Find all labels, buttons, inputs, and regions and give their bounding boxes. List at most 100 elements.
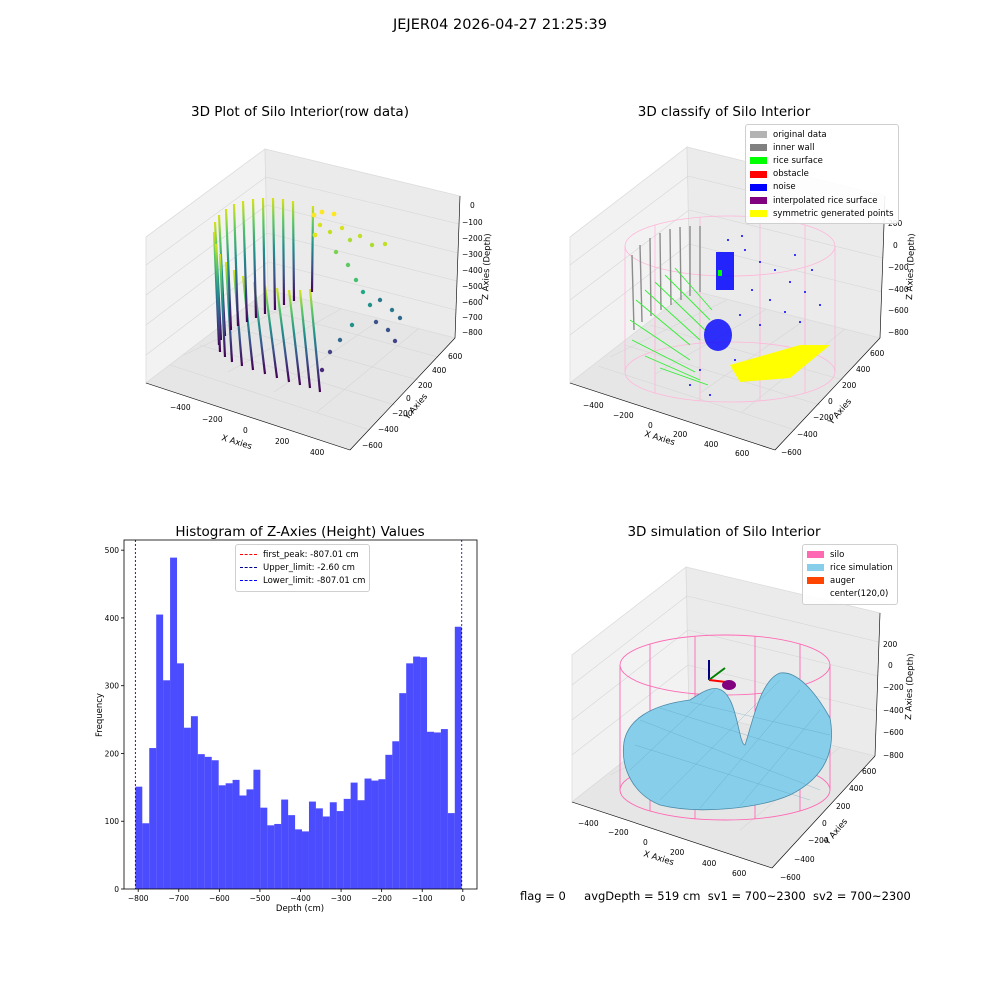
histogram-bar bbox=[357, 800, 365, 889]
histogram-bar bbox=[274, 823, 282, 889]
histogram-y-label: Frequency bbox=[95, 693, 105, 737]
classify-legend-item: symmetric generated points bbox=[750, 207, 894, 220]
classify-legend-item: obstacle bbox=[750, 168, 894, 181]
legend-label: inner wall bbox=[773, 142, 815, 153]
legend-swatch bbox=[807, 551, 824, 559]
x-tick-label: 0 bbox=[460, 894, 465, 903]
simulation-legend: silo rice simulation auger center(120,0) bbox=[802, 544, 898, 605]
sv2-text: sv2 = 700~2300 bbox=[812, 889, 911, 903]
legend-label: original data bbox=[773, 129, 827, 140]
sv1-text: sv1 = 700~2300 bbox=[707, 889, 806, 903]
raw-x-tick-2: 0 bbox=[243, 426, 248, 435]
histogram-bar bbox=[232, 779, 240, 889]
raw-z-tick-5: −500 bbox=[462, 282, 483, 291]
histogram-bar bbox=[197, 754, 205, 889]
histogram-bar bbox=[447, 813, 455, 889]
legend-label: obstacle bbox=[773, 169, 809, 180]
raw-z-label: Z Axies (Depth) bbox=[481, 233, 493, 300]
raw-z-tick-6: −600 bbox=[462, 298, 483, 307]
histogram-bar bbox=[170, 557, 178, 889]
simulation-3d-axes: −400 −200 0 200 400 600 X Axies −600 −40… bbox=[571, 566, 916, 882]
legend-swatch bbox=[750, 157, 767, 165]
classify-legend: original data inner wall rice surface ob… bbox=[745, 124, 899, 225]
histogram-bar bbox=[343, 798, 351, 889]
flag-text: flag = 0 bbox=[520, 889, 566, 903]
simulation-legend-item: rice simulation bbox=[807, 561, 893, 574]
legend-label: rice simulation bbox=[830, 562, 893, 573]
simulation-legend-item: silo bbox=[807, 548, 893, 561]
classify-noise-points bbox=[689, 235, 821, 396]
histogram-bar bbox=[288, 815, 296, 889]
histogram-title: Histogram of Z-Axies (Height) Values bbox=[175, 524, 425, 540]
simulation-z-label: Z Axies (Depth) bbox=[904, 653, 916, 720]
classify-legend-item: inner wall bbox=[750, 141, 894, 154]
raw-scatter-points bbox=[311, 209, 403, 373]
legend-line bbox=[240, 554, 257, 556]
histogram-bar bbox=[177, 663, 184, 889]
histogram-bar bbox=[204, 756, 212, 889]
histogram-bar bbox=[156, 614, 164, 889]
figure-title: JEJER04 2026-04-27 21:25:39 bbox=[392, 17, 607, 33]
simulation-z-tick-2: −200 bbox=[883, 683, 904, 692]
histogram-bar bbox=[440, 729, 448, 889]
raw-z-tick-3: −300 bbox=[462, 250, 483, 259]
simulation-z-tick-0: 200 bbox=[883, 640, 898, 649]
raw-z-tick-2: −200 bbox=[462, 234, 483, 243]
histogram-bar bbox=[420, 657, 428, 889]
legend-swatch bbox=[750, 170, 767, 178]
classify-y-tick-3: 0 bbox=[828, 397, 833, 406]
histogram-bar bbox=[413, 656, 421, 889]
status-footer: flag = 0 avgDepth = 519 cm sv1 = 700~230… bbox=[520, 889, 911, 903]
raw-y-tick-6: 600 bbox=[448, 352, 463, 361]
legend-swatch bbox=[750, 144, 767, 152]
classify-z-tick-2: −200 bbox=[888, 263, 909, 272]
legend-swatch bbox=[807, 564, 824, 572]
histogram-legend-item: first_peak: -807.01 cm bbox=[240, 548, 365, 561]
classify-rice-marker bbox=[718, 270, 722, 276]
histogram-bar bbox=[454, 626, 462, 889]
raw-z-tick-1: −100 bbox=[462, 218, 483, 227]
simulation-y-tick-2: −200 bbox=[808, 836, 829, 845]
classify-x-tick-3: 200 bbox=[673, 430, 688, 439]
classify-legend-item: noise bbox=[750, 181, 894, 194]
y-tick-label: 300 bbox=[105, 682, 120, 691]
histogram-bar bbox=[225, 783, 233, 889]
classify-x-tick-0: −400 bbox=[583, 401, 604, 410]
histogram-bar bbox=[253, 769, 261, 889]
raw-y-tick-3: 0 bbox=[406, 394, 411, 403]
y-tick-label: 200 bbox=[105, 749, 120, 758]
x-tick-label: −200 bbox=[371, 894, 392, 903]
histogram-legend: first_peak: -807.01 cm Upper_limit: -2.6… bbox=[235, 544, 371, 592]
x-tick-label: −100 bbox=[412, 894, 433, 903]
classify-y-tick-0: −600 bbox=[781, 448, 802, 457]
x-tick-label: −600 bbox=[209, 894, 230, 903]
classify-x-tick-2: 0 bbox=[648, 421, 653, 430]
histogram-bar bbox=[260, 807, 268, 889]
histogram-bar bbox=[385, 754, 393, 889]
histogram-bar bbox=[308, 801, 316, 889]
legend-label: interpolated rice surface bbox=[773, 195, 878, 206]
simulation-x-tick-5: 600 bbox=[732, 869, 747, 878]
histogram-axes: −800 −700 −600 −500 −400 −300 −200 −100 0 0 100 20… bbox=[95, 539, 478, 914]
classify-rice-surface bbox=[629, 267, 713, 386]
raw-z-tick-7: −700 bbox=[462, 313, 483, 322]
raw-wall-columns bbox=[212, 197, 322, 393]
x-tick-label: −700 bbox=[168, 894, 189, 903]
simulation-z-tick-1: 0 bbox=[888, 661, 893, 670]
classify-inner-wall bbox=[631, 226, 701, 331]
raw-y-tick-5: 400 bbox=[432, 366, 447, 375]
histogram-bar bbox=[135, 786, 143, 889]
raw-x-tick-3: 200 bbox=[275, 437, 290, 446]
simulation-legend-item: center(120,0) bbox=[807, 588, 893, 601]
y-tick-label: 500 bbox=[105, 546, 120, 555]
histogram-bar bbox=[218, 785, 226, 889]
raw-y-tick-2: −200 bbox=[392, 409, 413, 418]
legend-swatch bbox=[750, 197, 767, 205]
raw-plot-title: 3D Plot of Silo Interior(row data) bbox=[191, 104, 409, 120]
histogram-x-ticks: −800 −700 −600 −500 −400 −300 −200 −100 0 bbox=[128, 889, 465, 903]
raw-x-tick-4: 400 bbox=[310, 448, 325, 457]
classify-z-tick-5: −800 bbox=[888, 328, 909, 337]
avg-depth-text: avgDepth = 519 cm bbox=[584, 889, 701, 903]
legend-label: Lower_limit: -807.01 cm bbox=[263, 575, 366, 586]
